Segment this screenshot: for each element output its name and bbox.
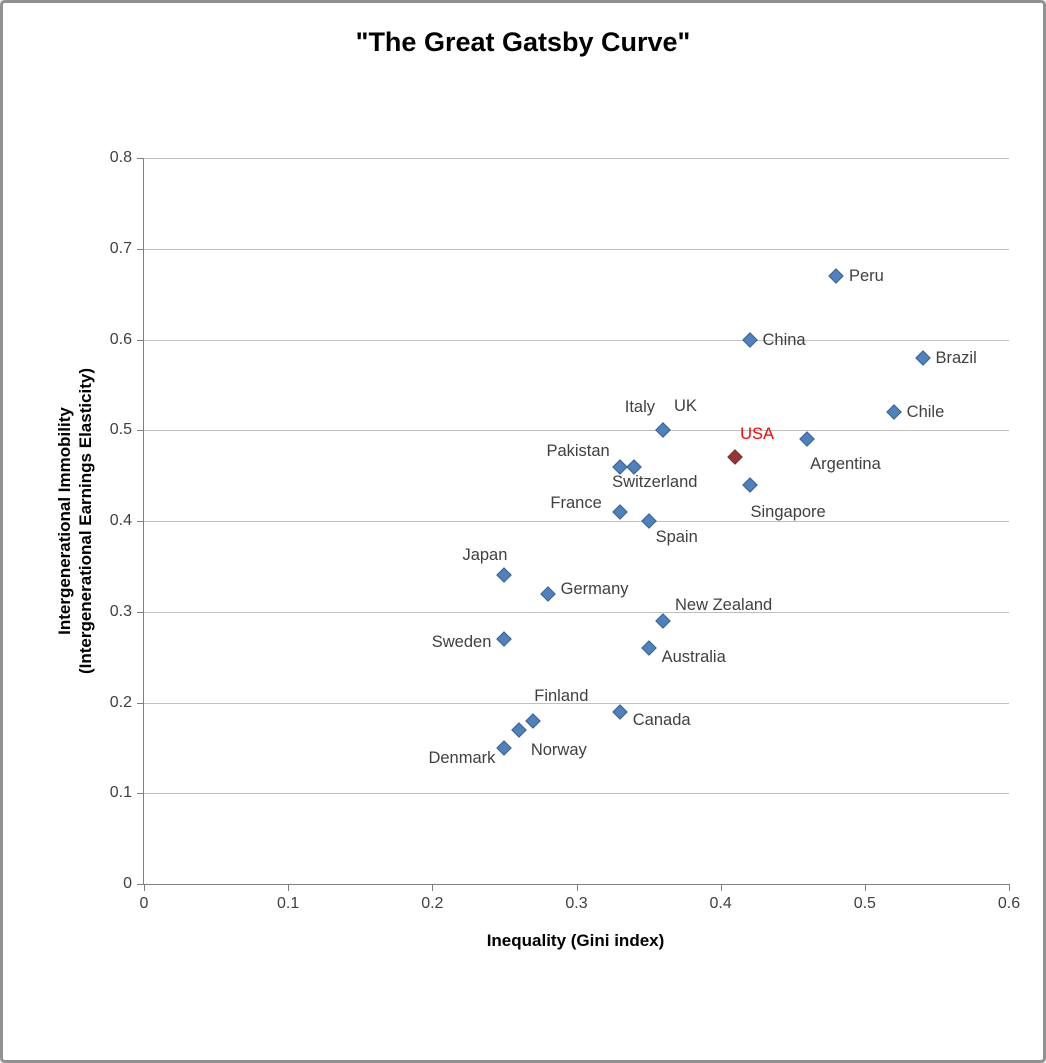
x-tick-label: 0.1 — [277, 895, 300, 912]
point-label-germany: Germany — [560, 579, 629, 598]
data-point-japan — [496, 567, 513, 584]
point-label-chile: Chile — [906, 403, 945, 422]
y-tick-mark — [137, 248, 144, 250]
y-tick-mark — [137, 158, 144, 159]
x-tick-label: 0.5 — [853, 895, 876, 912]
data-point-germany — [539, 585, 556, 602]
y-tick-label: 0.4 — [109, 512, 132, 529]
y-tick-mark — [137, 884, 144, 885]
gridline — [144, 611, 1009, 613]
x-tick-mark — [720, 884, 722, 891]
gridline — [144, 158, 1009, 159]
y-tick-label: 0.8 — [109, 149, 132, 166]
y-tick-mark — [137, 611, 144, 613]
y-tick-mark — [137, 339, 144, 341]
point-label-denmark: Denmark — [428, 748, 496, 767]
gridline — [144, 339, 1009, 341]
y-axis-title-line1: Intergenerational Immobility — [55, 407, 74, 635]
x-tick-mark — [288, 884, 290, 891]
data-point-singapore — [741, 476, 758, 493]
point-label-norway: Norway — [530, 740, 587, 759]
y-tick-label: 0.2 — [109, 693, 132, 711]
data-point-china — [741, 331, 758, 348]
y-tick-mark — [137, 793, 144, 795]
data-point-spain — [640, 513, 657, 529]
point-label-spain: Spain — [655, 528, 698, 546]
data-point-sweden — [496, 631, 513, 647]
data-point-france — [611, 504, 628, 520]
x-tick-mark — [432, 884, 434, 891]
gridline — [144, 702, 1009, 704]
point-label-usa: USA — [740, 425, 775, 444]
x-tick-label: 0.3 — [565, 895, 588, 912]
gridline — [144, 248, 1009, 250]
y-tick-label: 0.6 — [109, 330, 132, 348]
point-label-japan: Japan — [462, 546, 508, 565]
y-tick-label: 0.3 — [109, 602, 132, 620]
point-label-switzerland: Switzerland — [612, 472, 698, 491]
data-point-finland — [525, 712, 542, 729]
point-label-finland: Finland — [534, 686, 589, 705]
y-tick-mark — [137, 521, 144, 522]
data-point-denmark — [496, 740, 513, 756]
point-label-australia: Australia — [661, 648, 726, 667]
x-tick-mark — [144, 884, 145, 891]
y-tick-label: 0.5 — [109, 421, 132, 439]
gridline — [144, 521, 1009, 522]
point-label-sweden: Sweden — [431, 632, 492, 651]
gridline — [144, 430, 1009, 432]
point-label-canada: Canada — [632, 710, 691, 729]
x-tick-label: 0.2 — [421, 895, 444, 912]
y-tick-label: 0 — [123, 875, 132, 892]
data-point-chile — [885, 404, 902, 420]
x-tick-mark — [864, 884, 866, 891]
point-label-italy: Italy — [624, 398, 655, 417]
data-point-canada — [611, 703, 628, 720]
data-point-uk — [655, 422, 671, 439]
plot-area: 0 0.1 0.2 0.3 0.4 0.5 0.6 0.7 0.8 0 0.1 0.2 0.3 0.4 0.… — [110, 149, 1020, 912]
data-point-usa — [727, 449, 743, 466]
x-tick-mark — [1009, 884, 1010, 891]
point-label-argentina: Argentina — [810, 455, 881, 474]
y-tick-label: 0.1 — [109, 784, 132, 802]
point-label-france: France — [550, 493, 602, 512]
data-point-new-zealand — [655, 613, 671, 629]
x-tick-mark — [576, 884, 578, 891]
x-axis-title: Inequality (Gini index) — [486, 931, 665, 950]
chart-title: "The Great Gatsby Curve" — [355, 27, 691, 57]
y-tick-label: 0.7 — [109, 239, 132, 257]
data-point-argentina — [799, 431, 815, 448]
point-label-china: China — [762, 330, 806, 349]
x-tick-label: 0 — [139, 895, 149, 912]
point-label-brazil: Brazil — [935, 348, 977, 367]
data-point-brazil — [914, 349, 931, 366]
data-point-norway — [511, 721, 527, 738]
data-point-peru — [828, 268, 844, 284]
x-tick-label: 0.6 — [997, 895, 1021, 912]
point-label-pakistan: Pakistan — [546, 441, 610, 460]
point-label-peru: Peru — [849, 266, 884, 285]
point-label-new-zealand: New Zealand — [675, 595, 773, 614]
data-point-australia — [640, 640, 657, 656]
x-tick-label: 0.4 — [709, 895, 732, 912]
gridline — [144, 793, 1009, 795]
y-tick-mark — [137, 430, 144, 432]
y-tick-mark — [137, 702, 144, 704]
point-label-uk: UK — [674, 397, 697, 416]
point-label-singapore: Singapore — [750, 502, 826, 521]
